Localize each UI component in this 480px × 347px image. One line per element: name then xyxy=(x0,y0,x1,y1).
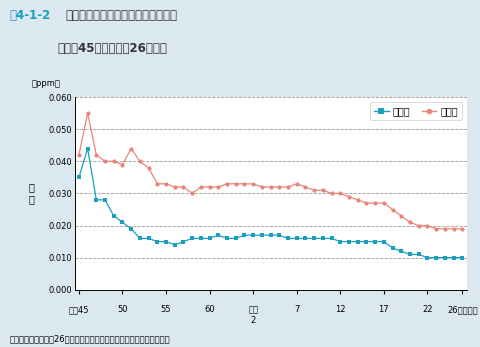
Text: 濃
度: 濃 度 xyxy=(28,183,34,204)
Text: 17: 17 xyxy=(378,305,388,314)
Text: 二酸化窒素濃度の年平均値の推移: 二酸化窒素濃度の年平均値の推移 xyxy=(65,9,177,22)
Text: 昭和45: 昭和45 xyxy=(69,305,89,314)
Text: （ppm）: （ppm） xyxy=(31,79,60,88)
Text: （昭和45年度〜平成26年度）: （昭和45年度〜平成26年度） xyxy=(58,42,167,54)
Text: 26（年度）: 26（年度） xyxy=(446,305,477,314)
Text: 22: 22 xyxy=(421,305,432,314)
Text: 7: 7 xyxy=(293,305,299,314)
Text: 2: 2 xyxy=(250,316,255,325)
Text: 資料：環境省「平成26年度大気汚染状況について（報道発表資料）」: 資料：環境省「平成26年度大気汚染状況について（報道発表資料）」 xyxy=(10,335,170,344)
Text: 図4-1-2: 図4-1-2 xyxy=(10,9,51,22)
Text: 55: 55 xyxy=(160,305,171,314)
Legend: 一般局, 自排局: 一般局, 自排局 xyxy=(369,102,461,120)
Text: 平成: 平成 xyxy=(248,305,258,314)
Text: 50: 50 xyxy=(117,305,128,314)
Text: 60: 60 xyxy=(204,305,215,314)
Text: 12: 12 xyxy=(334,305,345,314)
